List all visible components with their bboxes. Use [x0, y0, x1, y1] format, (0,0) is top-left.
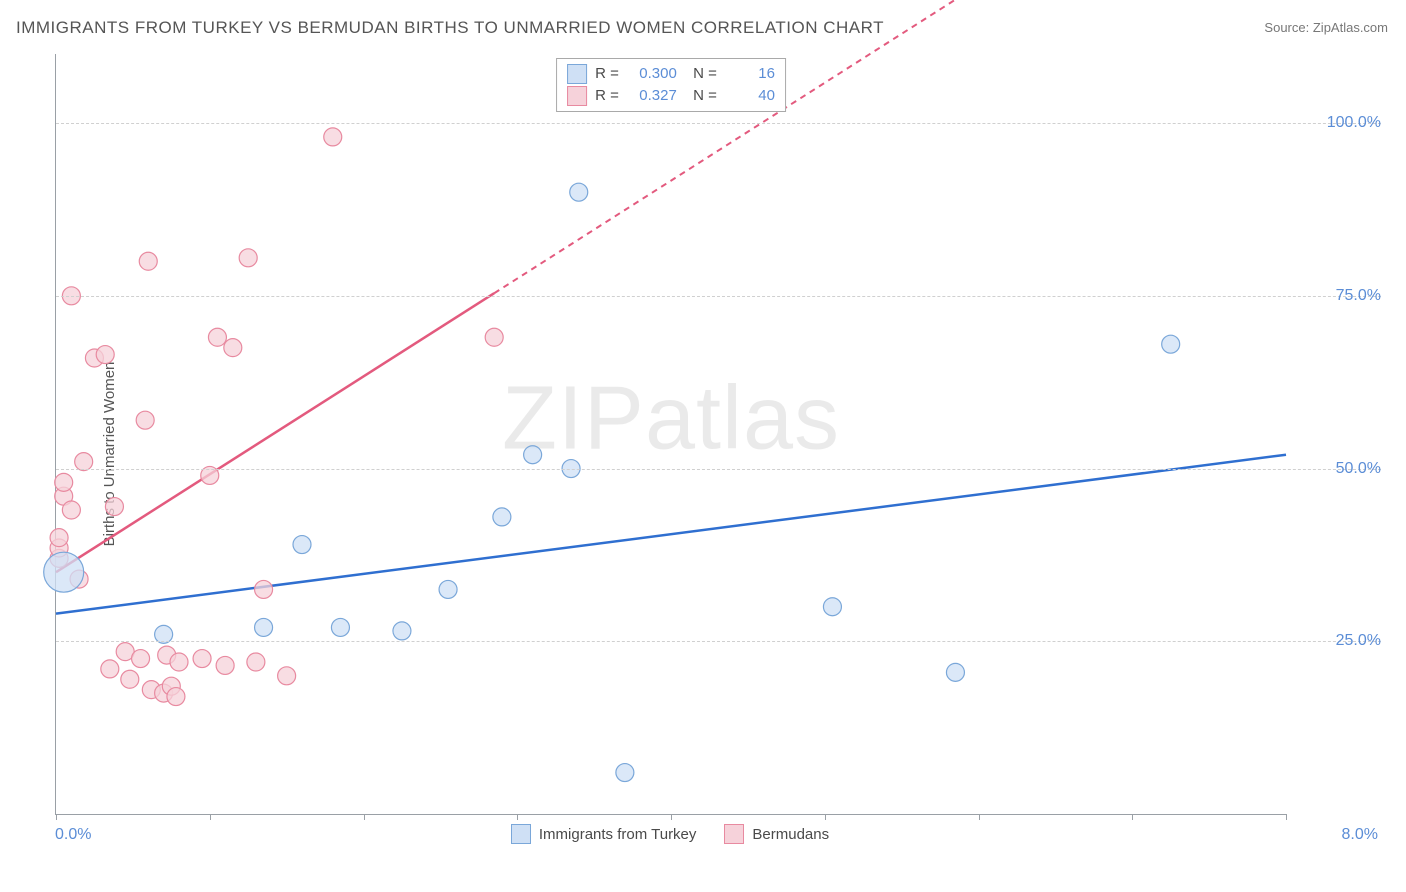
scatter-point: [96, 346, 114, 364]
scatter-point: [62, 501, 80, 519]
source-name: ZipAtlas.com: [1313, 20, 1388, 35]
scatter-point: [331, 618, 349, 636]
scatter-points-layer: [56, 54, 1286, 814]
scatter-point: [105, 498, 123, 516]
chart-title: IMMIGRANTS FROM TURKEY VS BERMUDAN BIRTH…: [16, 18, 884, 38]
x-tick-min: 0.0%: [55, 826, 91, 844]
scatter-point: [255, 618, 273, 636]
scatter-point: [278, 667, 296, 685]
x-tick: [1132, 814, 1133, 820]
scatter-point: [167, 688, 185, 706]
x-tick: [979, 814, 980, 820]
scatter-point: [101, 660, 119, 678]
x-tick: [1286, 814, 1287, 820]
legend-swatch: [567, 64, 587, 84]
gridline-h: [56, 296, 1381, 297]
scatter-point: [139, 252, 157, 270]
scatter-point: [170, 653, 188, 671]
x-tick: [671, 814, 672, 820]
scatter-point: [393, 622, 411, 640]
source-attribution: Source: ZipAtlas.com: [1264, 20, 1388, 35]
scatter-point: [1162, 335, 1180, 353]
scatter-point: [616, 764, 634, 782]
legend-n-value: 16: [725, 63, 775, 85]
scatter-point: [239, 249, 257, 267]
legend-n-value: 40: [725, 85, 775, 107]
scatter-point: [255, 580, 273, 598]
scatter-point: [946, 663, 964, 681]
legend-r-label: R =: [595, 63, 619, 85]
legend-n-label: N =: [685, 85, 717, 107]
correlation-legend: R = 0.300 N = 16 R = 0.327 N = 40: [556, 58, 786, 112]
legend-r-value: 0.327: [627, 85, 677, 107]
legend-correlation-row: R = 0.327 N = 40: [567, 85, 775, 107]
scatter-point: [132, 650, 150, 668]
x-tick-max: 8.0%: [1342, 826, 1378, 844]
legend-swatch: [567, 86, 587, 106]
legend-series-item: Bermudans: [724, 824, 829, 844]
scatter-point: [121, 670, 139, 688]
scatter-point: [136, 411, 154, 429]
series-legend: Immigrants from Turkey Bermudans: [55, 824, 1285, 844]
gridline-h: [56, 469, 1381, 470]
scatter-point: [823, 598, 841, 616]
legend-n-label: N =: [685, 63, 717, 85]
x-tick: [56, 814, 57, 820]
legend-swatch: [511, 824, 531, 844]
scatter-point: [324, 128, 342, 146]
legend-series-item: Immigrants from Turkey: [511, 824, 697, 844]
scatter-point: [439, 580, 457, 598]
plot-region: ZIPatlas R =0.300 N =16R =0.327 N =40 25…: [55, 54, 1286, 815]
gridline-h: [56, 123, 1381, 124]
scatter-point: [50, 529, 68, 547]
scatter-point: [193, 650, 211, 668]
scatter-point: [208, 328, 226, 346]
legend-series-label: Bermudans: [752, 826, 829, 843]
y-tick-label: 75.0%: [1330, 287, 1381, 305]
plot-area: Births to Unmarried Women ZIPatlas R =0.…: [55, 54, 1390, 854]
scatter-point: [493, 508, 511, 526]
scatter-point: [55, 473, 73, 491]
x-tick: [825, 814, 826, 820]
chart-container: IMMIGRANTS FROM TURKEY VS BERMUDAN BIRTH…: [0, 0, 1406, 892]
scatter-point: [570, 183, 588, 201]
y-tick-label: 25.0%: [1330, 632, 1381, 650]
legend-r-label: R =: [595, 85, 619, 107]
x-tick: [364, 814, 365, 820]
x-tick: [210, 814, 211, 820]
y-tick-label: 100.0%: [1321, 114, 1381, 132]
scatter-point: [485, 328, 503, 346]
legend-correlation-row: R = 0.300 N = 16: [567, 63, 775, 85]
scatter-point: [293, 536, 311, 554]
scatter-point: [247, 653, 265, 671]
scatter-point: [216, 656, 234, 674]
legend-swatch: [724, 824, 744, 844]
source-label: Source:: [1264, 20, 1309, 35]
scatter-point: [224, 339, 242, 357]
y-tick-label: 50.0%: [1330, 460, 1381, 478]
gridline-h: [56, 641, 1381, 642]
legend-r-value: 0.300: [627, 63, 677, 85]
legend-series-label: Immigrants from Turkey: [539, 826, 697, 843]
scatter-point: [524, 446, 542, 464]
x-tick: [517, 814, 518, 820]
scatter-point: [44, 552, 84, 592]
